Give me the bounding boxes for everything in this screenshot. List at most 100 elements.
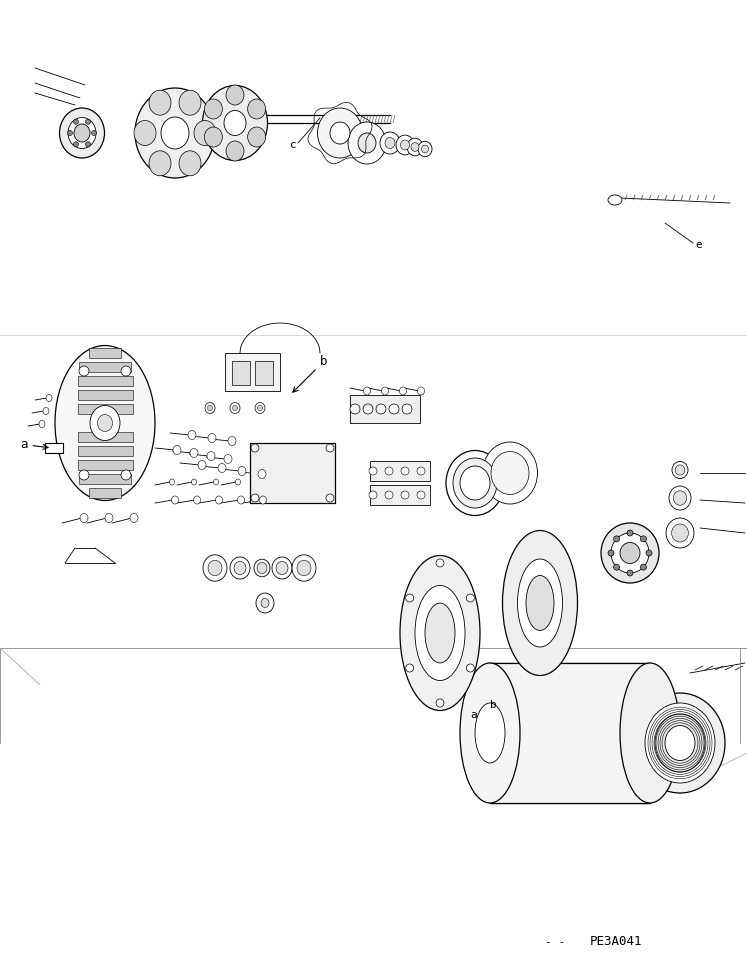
Ellipse shape xyxy=(135,88,215,178)
Circle shape xyxy=(121,366,131,376)
Ellipse shape xyxy=(205,99,223,119)
Ellipse shape xyxy=(483,442,538,504)
Circle shape xyxy=(627,530,633,536)
Ellipse shape xyxy=(188,430,196,439)
Ellipse shape xyxy=(161,117,189,149)
Ellipse shape xyxy=(39,421,45,428)
Ellipse shape xyxy=(208,560,222,576)
Circle shape xyxy=(389,404,399,414)
Ellipse shape xyxy=(68,117,96,148)
Ellipse shape xyxy=(226,85,244,105)
Ellipse shape xyxy=(611,533,649,573)
Ellipse shape xyxy=(194,120,216,145)
Ellipse shape xyxy=(475,703,505,763)
Ellipse shape xyxy=(608,195,622,205)
Bar xyxy=(78,376,132,386)
Circle shape xyxy=(73,119,78,124)
Ellipse shape xyxy=(202,86,267,161)
Ellipse shape xyxy=(411,143,419,151)
Circle shape xyxy=(251,444,259,452)
Bar xyxy=(370,461,430,481)
Circle shape xyxy=(79,470,89,480)
Text: a: a xyxy=(20,438,48,451)
Circle shape xyxy=(385,467,393,475)
Ellipse shape xyxy=(358,133,376,153)
Text: a: a xyxy=(470,710,477,720)
Circle shape xyxy=(326,444,334,452)
Bar xyxy=(427,653,453,661)
Ellipse shape xyxy=(256,593,274,613)
Ellipse shape xyxy=(666,518,694,548)
Ellipse shape xyxy=(491,452,529,494)
Ellipse shape xyxy=(259,496,267,504)
Circle shape xyxy=(613,535,619,542)
Circle shape xyxy=(646,550,652,556)
Ellipse shape xyxy=(238,496,244,504)
Ellipse shape xyxy=(226,141,244,161)
Bar xyxy=(427,677,453,685)
Circle shape xyxy=(79,366,89,376)
Bar xyxy=(427,641,453,649)
Ellipse shape xyxy=(415,586,465,681)
Ellipse shape xyxy=(460,663,520,803)
Ellipse shape xyxy=(385,138,395,148)
Text: - -: - - xyxy=(545,937,565,947)
Ellipse shape xyxy=(526,576,554,631)
Ellipse shape xyxy=(208,433,216,443)
Text: b: b xyxy=(293,355,327,392)
Ellipse shape xyxy=(669,486,691,510)
Ellipse shape xyxy=(317,108,362,158)
Ellipse shape xyxy=(215,496,223,504)
Ellipse shape xyxy=(255,403,265,413)
Ellipse shape xyxy=(380,132,400,154)
Ellipse shape xyxy=(620,542,640,563)
Text: b: b xyxy=(490,700,497,710)
Bar xyxy=(250,443,335,503)
Circle shape xyxy=(417,467,425,475)
Circle shape xyxy=(85,119,90,124)
Ellipse shape xyxy=(675,465,685,475)
Ellipse shape xyxy=(418,142,432,157)
Ellipse shape xyxy=(218,463,226,473)
Ellipse shape xyxy=(74,124,90,142)
Ellipse shape xyxy=(292,555,316,582)
Circle shape xyxy=(466,594,474,602)
Bar xyxy=(427,605,453,613)
Ellipse shape xyxy=(258,470,266,479)
Circle shape xyxy=(369,491,377,499)
Ellipse shape xyxy=(228,436,236,446)
Ellipse shape xyxy=(90,405,120,440)
Circle shape xyxy=(402,404,412,414)
Bar xyxy=(427,581,453,589)
Circle shape xyxy=(627,570,633,576)
Ellipse shape xyxy=(224,455,232,463)
Ellipse shape xyxy=(205,127,223,147)
Ellipse shape xyxy=(170,479,175,485)
Ellipse shape xyxy=(232,405,238,411)
Circle shape xyxy=(385,491,393,499)
Ellipse shape xyxy=(224,111,246,136)
Text: c: c xyxy=(290,140,297,150)
Bar xyxy=(79,474,131,484)
Circle shape xyxy=(85,142,90,146)
Ellipse shape xyxy=(400,387,406,395)
Ellipse shape xyxy=(276,561,288,575)
Bar xyxy=(427,617,453,625)
Circle shape xyxy=(608,550,614,556)
Circle shape xyxy=(436,699,444,707)
Ellipse shape xyxy=(418,387,424,395)
Ellipse shape xyxy=(149,151,171,176)
Bar xyxy=(78,460,132,470)
Bar xyxy=(255,361,273,385)
Circle shape xyxy=(121,470,131,480)
Ellipse shape xyxy=(396,135,414,155)
Ellipse shape xyxy=(55,346,155,501)
Ellipse shape xyxy=(272,557,292,579)
Ellipse shape xyxy=(620,663,680,803)
Ellipse shape xyxy=(198,460,206,470)
Ellipse shape xyxy=(407,139,423,156)
Ellipse shape xyxy=(98,414,113,431)
Ellipse shape xyxy=(446,451,504,515)
Ellipse shape xyxy=(460,466,490,500)
Ellipse shape xyxy=(208,405,212,411)
